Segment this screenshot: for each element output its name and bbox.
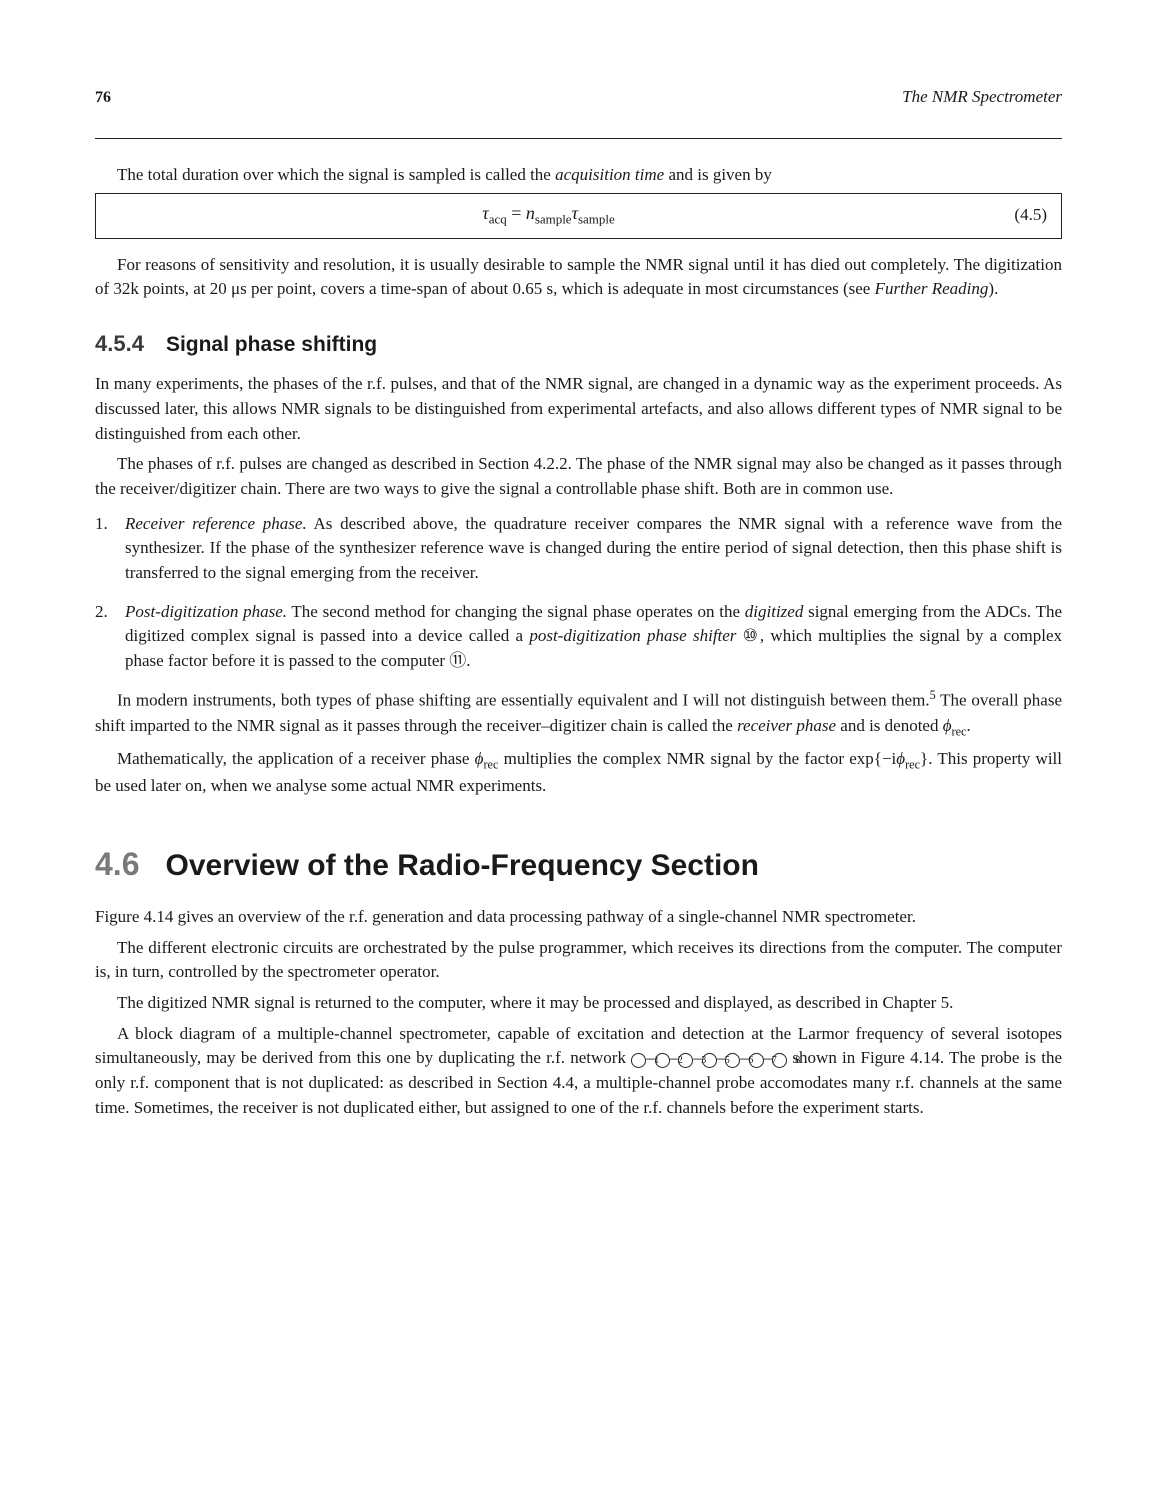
list-num-1: 1. (95, 512, 115, 586)
heading-4-6: 4.6 Overview of the Radio-Frequency Sect… (95, 841, 1062, 888)
list-body-2: Post-digitization phase. The second meth… (125, 600, 1062, 674)
phi-3-sub: rec (905, 757, 920, 771)
p454-2: The phases of r.f. pulses are changed as… (95, 452, 1062, 501)
page-header: 76 The NMR Spectrometer (95, 85, 1062, 110)
eq-tau-sub: acq (489, 212, 507, 227)
li2-ital2: post-digitization phase shifter (529, 626, 736, 645)
intro-text: The total duration over which the signal… (117, 165, 555, 184)
intro-tail: and is given by (664, 165, 772, 184)
li2-a: The second method for changing the signa… (287, 602, 745, 621)
p454-4a: Mathematically, the application of a rec… (117, 749, 475, 768)
eq-n-sub: sample (535, 212, 572, 227)
p454-4: Mathematically, the application of a rec… (95, 747, 1062, 799)
page-number: 76 (95, 86, 111, 109)
para-after-eq-tail: ). (988, 279, 998, 298)
p454-4b: multiplies the complex NMR signal by the… (498, 749, 896, 768)
p454-3ital: receiver phase (737, 716, 836, 735)
heading-title: Signal phase shifting (166, 330, 377, 360)
phase-shift-list: 1. Receiver reference phase. As describe… (95, 512, 1062, 674)
eq-n: n (526, 203, 535, 223)
p454-3d: . (966, 716, 970, 735)
li2-ital: digitized (745, 602, 804, 621)
p454-3a: In modern instruments, both types of pha… (117, 691, 930, 710)
circled-2: 2 (655, 1053, 670, 1068)
eq-equals: = (507, 203, 526, 223)
p454-3: In modern instruments, both types of pha… (95, 687, 1062, 740)
heading-number: 4.5.4 (95, 328, 144, 360)
circled-1: 1 (631, 1053, 646, 1068)
para-after-eq: For reasons of sensitivity and resolutio… (95, 253, 1062, 302)
heading-4-5-4: 4.5.4 Signal phase shifting (95, 328, 1062, 360)
eq-t-sub: sample (578, 212, 615, 227)
para-after-eq-ital: Further Reading (875, 279, 989, 298)
circled-5: 5 (702, 1053, 717, 1068)
header-rule (95, 138, 1062, 139)
list-num-2: 2. (95, 600, 115, 674)
circled-8: 8 (772, 1053, 787, 1068)
li1-lead: Receiver reference phase. (125, 514, 307, 533)
circled-7: 7 (749, 1053, 764, 1068)
p46-4: A block diagram of a multiple-channel sp… (95, 1022, 1062, 1121)
equation-4-5: τacq = nsampleτsample (4.5) (95, 193, 1062, 238)
circled-sequence: 1–2–3–5–6–7–8 (631, 1048, 787, 1067)
p46-2: The different electronic circuits are or… (95, 936, 1062, 985)
p46-1: Figure 4.14 gives an overview of the r.f… (95, 905, 1062, 930)
p454-1: In many experiments, the phases of the r… (95, 372, 1062, 446)
running-head: The NMR Spectrometer (902, 85, 1062, 110)
equation-body: τacq = nsampleτsample (110, 200, 987, 229)
list-item: 2. Post-digitization phase. The second m… (95, 600, 1062, 674)
circled-6: 6 (725, 1053, 740, 1068)
heading-4-6-num: 4.6 (95, 841, 139, 887)
phi-3: ϕ (896, 749, 905, 768)
phi-2-sub: rec (483, 757, 498, 771)
heading-4-6-title: Overview of the Radio-Frequency Section (165, 844, 758, 888)
list-item: 1. Receiver reference phase. As describe… (95, 512, 1062, 586)
intro-italic: acquisition time (555, 165, 664, 184)
equation-number: (4.5) (987, 203, 1047, 228)
intro-paragraph: The total duration over which the signal… (95, 163, 1062, 188)
li2-lead: Post-digitization phase. (125, 602, 287, 621)
p454-3c: and is denoted (836, 716, 943, 735)
phi-1-sub: rec (952, 724, 967, 738)
list-body-1: Receiver reference phase. As described a… (125, 512, 1062, 586)
phi-1: ϕ (943, 716, 952, 735)
p46-3: The digitized NMR signal is returned to … (95, 991, 1062, 1016)
circled-3: 3 (678, 1053, 693, 1068)
